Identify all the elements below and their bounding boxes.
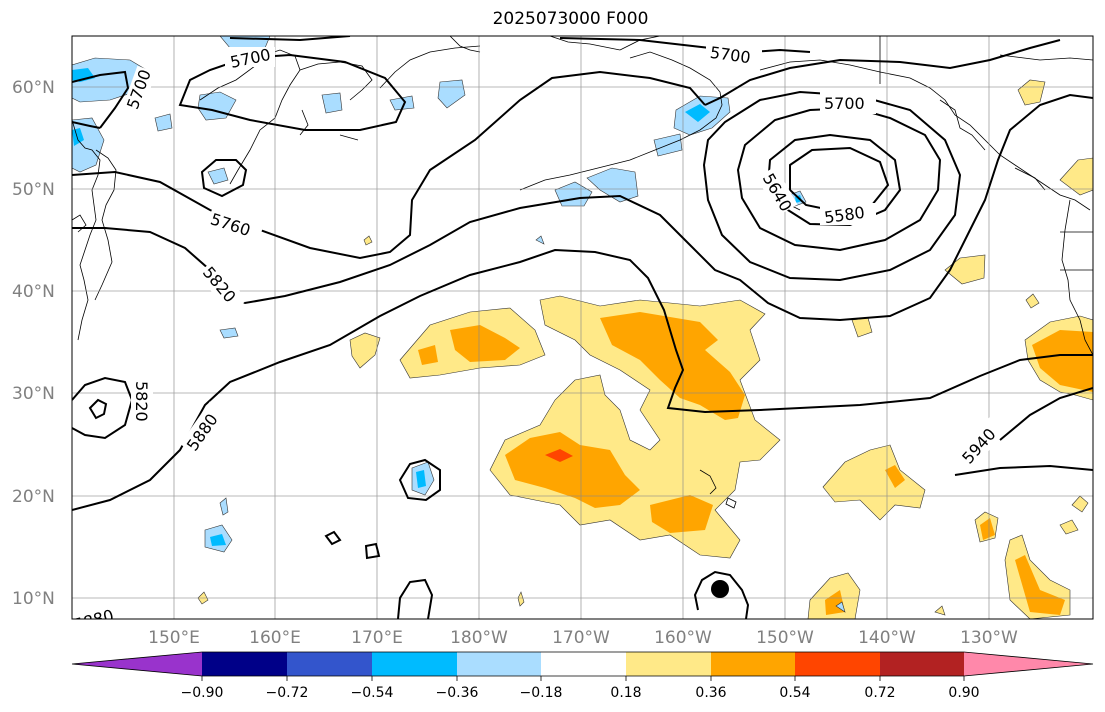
lon-label: 140°W: [858, 628, 916, 648]
lon-label: 160°E: [249, 628, 301, 648]
omega-negative-medium: [72, 68, 802, 546]
map-panel: 5700 5700 5700 5700 5640 5580 5760 5820 …: [71, 35, 1094, 620]
colorbar-segment: [880, 652, 964, 676]
lat-label: 20°N: [12, 487, 55, 507]
latitude-labels: 60°N 50°N 40°N 30°N 20°N 10°N: [12, 78, 55, 609]
colorbar-segment: [457, 652, 541, 676]
lon-label: 180°W: [450, 628, 508, 648]
colorbar-segment: [711, 652, 795, 676]
lon-label: 170°E: [351, 628, 403, 648]
lat-label: 50°N: [12, 180, 55, 200]
colorbar-segment: [626, 652, 711, 676]
colorbar-extend-high: [964, 652, 1093, 676]
lon-label: 160°W: [654, 628, 712, 648]
coastlines: [72, 36, 1093, 509]
colorbar-segment: [541, 652, 626, 676]
colorbar-segment: [372, 652, 457, 676]
colorbar-tick-label: 0.54: [779, 685, 810, 701]
lat-label: 60°N: [12, 78, 55, 98]
colorbar-tick-label: 0.90: [948, 685, 979, 701]
colorbar: −0.90 −0.72 −0.54 −0.36 −0.18 0.18 0.36 …: [71, 651, 1094, 701]
contour-label: 5820: [132, 381, 151, 422]
colorbar-tick-label: −0.18: [520, 685, 563, 701]
colorbar-extend-low: [72, 652, 202, 676]
graticule: [72, 36, 1093, 619]
lon-label: 130°W: [960, 628, 1018, 648]
map-title: 2025073000 F000: [492, 9, 649, 29]
colorbar-segment: [202, 652, 287, 676]
colorbar-tick-label: 0.36: [695, 685, 726, 701]
lon-label: 150°E: [148, 628, 200, 648]
colorbar-tick-label: −0.36: [436, 685, 479, 701]
lat-label: 40°N: [12, 282, 55, 302]
colorbar-tick-label: −0.54: [351, 685, 394, 701]
colorbar-tick-label: −0.90: [181, 685, 224, 701]
colorbar-tick-label: −0.72: [266, 685, 309, 701]
colorbar-segment: [287, 652, 372, 676]
location-marker: [711, 580, 729, 598]
omega-positive-strong: [545, 449, 573, 462]
lat-label: 30°N: [12, 384, 55, 404]
lon-label: 170°W: [552, 628, 610, 648]
contour-label: 5700: [824, 94, 865, 113]
lon-label: 150°W: [756, 628, 814, 648]
colorbar-tick-label: 0.18: [610, 685, 641, 701]
colorbar-tick-label: 0.72: [864, 685, 895, 701]
longitude-labels: 150°E 160°E 170°E 180°W 170°W 160°W 150°…: [148, 628, 1018, 648]
colorbar-segment: [795, 652, 880, 676]
lat-label: 10°N: [12, 589, 55, 609]
